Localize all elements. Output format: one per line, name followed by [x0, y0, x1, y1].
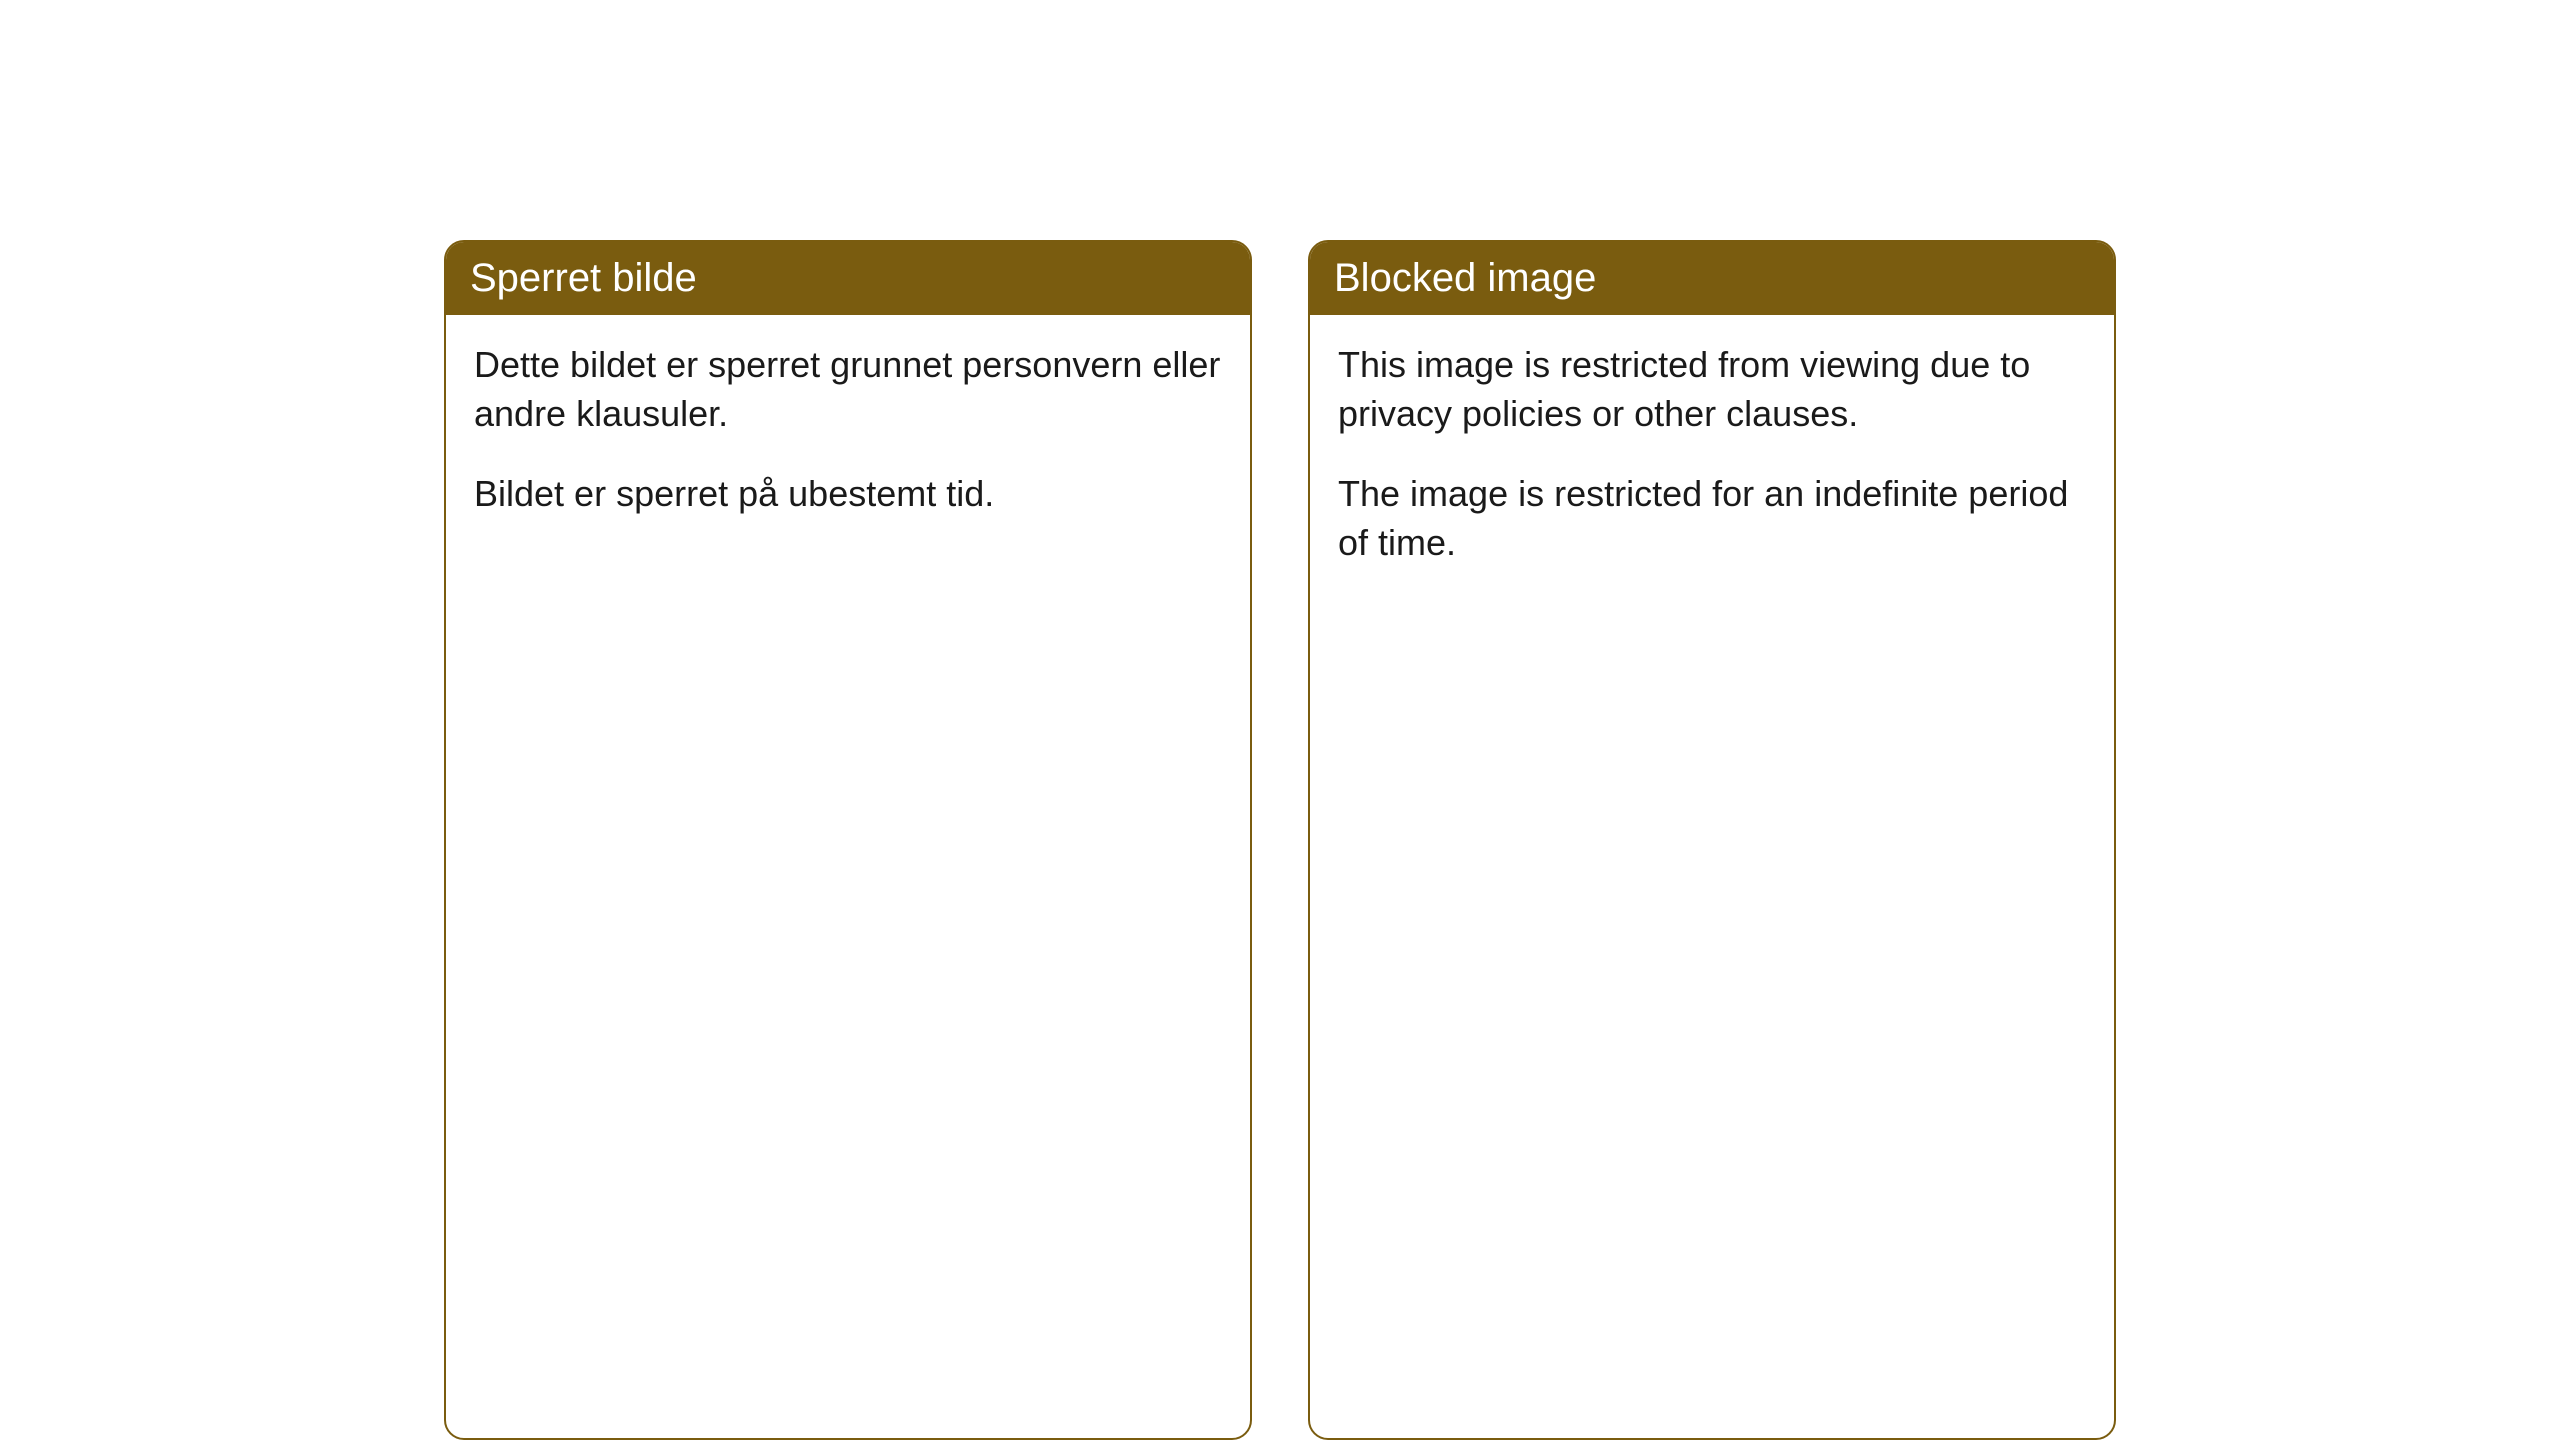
card-body-english: This image is restricted from viewing du…	[1310, 315, 2114, 607]
card-paragraph-2-norwegian: Bildet er sperret på ubestemt tid.	[474, 470, 1222, 519]
blocked-image-card-english: Blocked image This image is restricted f…	[1308, 240, 2116, 1440]
card-body-norwegian: Dette bildet er sperret grunnet personve…	[446, 315, 1250, 559]
card-title-english: Blocked image	[1334, 256, 1596, 300]
card-header-english: Blocked image	[1310, 242, 2114, 315]
notice-cards-container: Sperret bilde Dette bildet er sperret gr…	[444, 240, 2116, 1440]
card-paragraph-1-norwegian: Dette bildet er sperret grunnet personve…	[474, 341, 1222, 438]
card-header-norwegian: Sperret bilde	[446, 242, 1250, 315]
blocked-image-card-norwegian: Sperret bilde Dette bildet er sperret gr…	[444, 240, 1252, 1440]
card-paragraph-2-english: The image is restricted for an indefinit…	[1338, 470, 2086, 567]
card-paragraph-1-english: This image is restricted from viewing du…	[1338, 341, 2086, 438]
card-title-norwegian: Sperret bilde	[470, 256, 697, 300]
